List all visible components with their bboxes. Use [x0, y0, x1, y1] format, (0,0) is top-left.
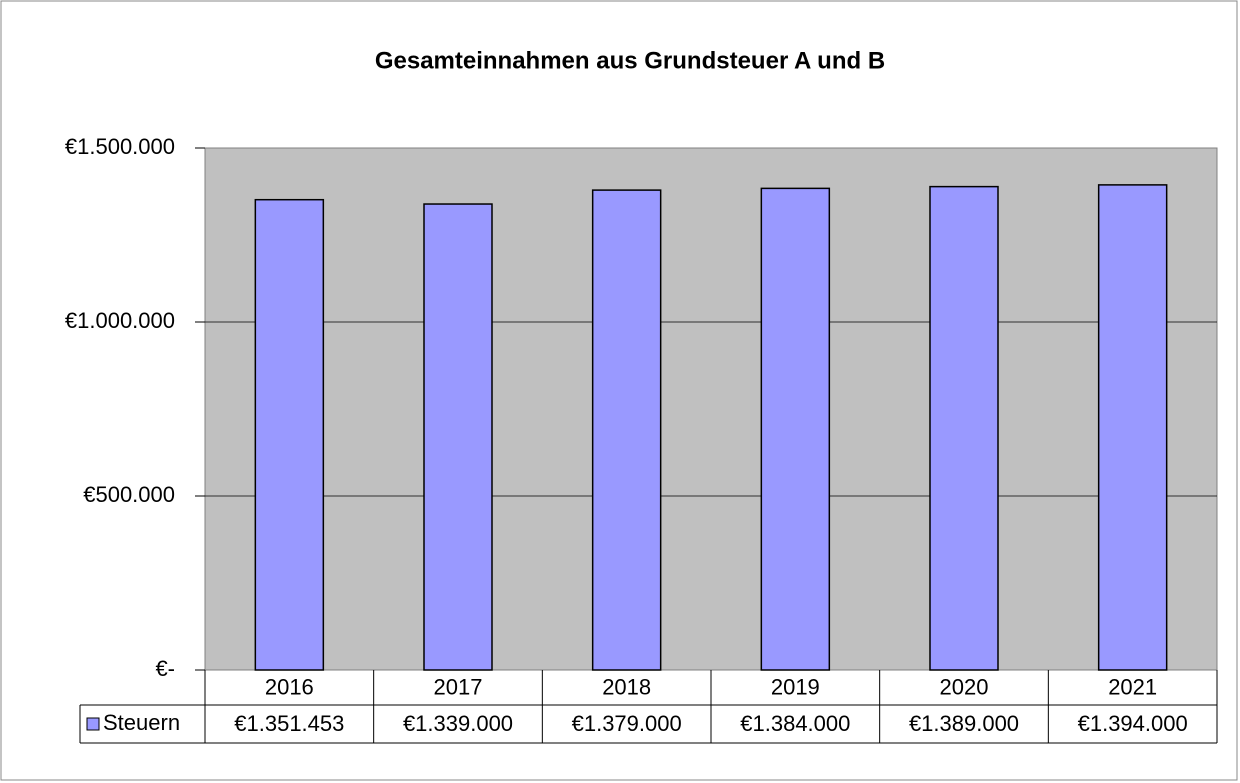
bar — [929, 185, 999, 671]
x-tick-label: 2020 — [940, 674, 989, 699]
x-tick-label: 2018 — [602, 674, 651, 699]
bar — [423, 203, 493, 671]
table-value: €1.351.453 — [234, 711, 344, 736]
y-tick-label: €500.000 — [83, 482, 175, 507]
table-value: €1.384.000 — [740, 711, 850, 736]
x-tick-label: 2019 — [771, 674, 820, 699]
legend-label: Steuern — [103, 710, 180, 735]
plot-area — [204, 147, 1218, 671]
table-value: €1.379.000 — [572, 711, 682, 736]
x-tick-label: 2016 — [265, 674, 314, 699]
y-tick-label: €1.500.000 — [65, 134, 175, 159]
bar — [591, 189, 662, 671]
table-value: €1.339.000 — [403, 711, 513, 736]
bar — [760, 187, 831, 671]
table-value: €1.394.000 — [1078, 711, 1188, 736]
x-tick-label: 2021 — [1108, 674, 1157, 699]
x-tick-label: 2017 — [434, 674, 483, 699]
y-tick-label: €1.000.000 — [65, 308, 175, 333]
bar — [254, 198, 325, 671]
y-tick-label: €- — [155, 656, 175, 681]
legend-swatch — [86, 717, 100, 731]
bar — [1097, 184, 1168, 671]
table-value: €1.389.000 — [909, 711, 1019, 736]
chart-title: Gesamteinnahmen aus Grundsteuer A und B — [375, 47, 885, 74]
